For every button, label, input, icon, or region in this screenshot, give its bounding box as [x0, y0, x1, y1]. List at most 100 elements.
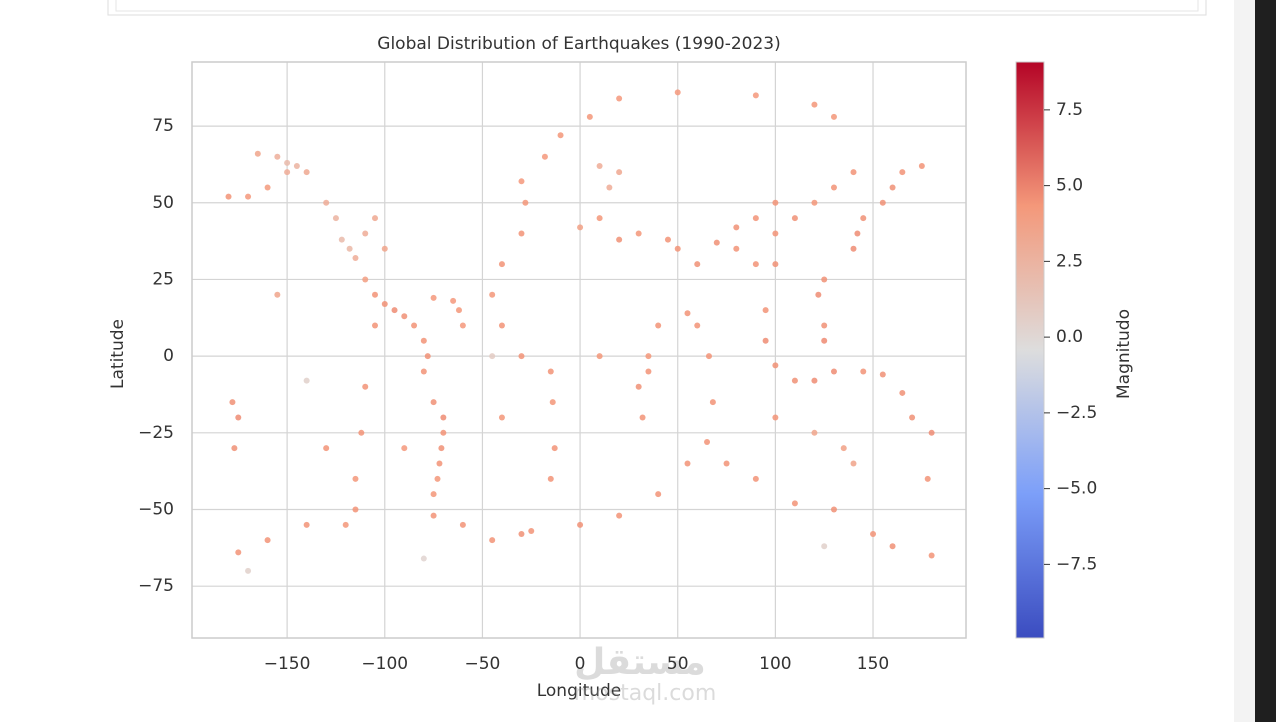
earthquake-point [791, 215, 798, 222]
earthquake-point [655, 322, 662, 329]
earthquake-point [430, 512, 437, 519]
earthquake-point [909, 414, 916, 421]
earthquake-point [245, 193, 252, 200]
earthquake-point [420, 555, 427, 562]
earthquake-point [811, 429, 818, 436]
earthquake-point [596, 215, 603, 222]
earthquake-point [434, 475, 441, 482]
side-panel [1255, 0, 1276, 722]
watermark: مستقل [574, 642, 706, 683]
earthquake-point [616, 95, 623, 102]
earthquake-point [430, 399, 437, 406]
earthquake-point [791, 377, 798, 384]
earthquake-point [438, 445, 445, 452]
earthquake-point [616, 512, 623, 519]
earthquake-point [924, 475, 931, 482]
earthquake-point [645, 353, 652, 360]
earthquake-point [772, 261, 779, 268]
earthquake-point [303, 169, 310, 176]
earthquake-point [411, 322, 418, 329]
previous-cell-inner [115, 0, 1199, 12]
plot-frame [191, 61, 967, 639]
earthquake-point [586, 113, 593, 120]
colorbar-label: Magnitudo [1114, 309, 1134, 399]
earthquake-point [821, 322, 828, 329]
earthquake-point [704, 439, 711, 446]
earthquake-point [381, 300, 388, 307]
colorbar-tick-label: 0.0 [1056, 327, 1083, 347]
earthquake-point [541, 153, 548, 160]
x-tick-label: −150 [264, 654, 311, 674]
earthquake-point [645, 368, 652, 375]
earthquake-point [830, 368, 837, 375]
earthquake-point [899, 169, 906, 176]
earthquake-point [791, 500, 798, 507]
y-tick-label: 50 [152, 193, 174, 213]
earthquake-point [830, 506, 837, 513]
earthquake-point [231, 445, 238, 452]
earthquake-point [577, 521, 584, 528]
scroll-gutter [1234, 0, 1255, 722]
earthquake-point [551, 445, 558, 452]
earthquake-point [235, 414, 242, 421]
earthquake-point [436, 460, 443, 467]
earthquake-point [635, 383, 642, 390]
earthquake-point [705, 353, 712, 360]
earthquake-point [235, 549, 242, 556]
earthquake-point [362, 276, 369, 283]
earthquake-point [821, 276, 828, 283]
earthquake-point [342, 521, 349, 528]
earthquake-point [772, 362, 779, 369]
earthquake-point [684, 460, 691, 467]
earthquake-point [522, 199, 529, 206]
earthquake-point [674, 245, 681, 252]
earthquake-point [752, 475, 759, 482]
earthquake-point [284, 169, 291, 176]
earthquake-point [338, 236, 345, 243]
earthquake-point [264, 537, 271, 544]
earthquake-point [518, 230, 525, 237]
earthquake-point [420, 368, 427, 375]
earthquake-point [440, 429, 447, 436]
earthquake-point [459, 322, 466, 329]
earthquake-point [694, 261, 701, 268]
earthquake-point [635, 230, 642, 237]
earthquake-point [815, 291, 822, 298]
earthquake-point [381, 245, 388, 252]
y-tick-label: 0 [163, 346, 174, 366]
colorbar-tick-label: −2.5 [1056, 403, 1097, 423]
earthquake-point [264, 184, 271, 191]
earthquake-point [547, 368, 554, 375]
earthquake-point [528, 527, 535, 534]
earthquake-point [346, 245, 353, 252]
earthquake-point [664, 236, 671, 243]
earthquake-point [274, 291, 281, 298]
earthquake-point [362, 230, 369, 237]
y-tick-label: −75 [138, 576, 174, 596]
x-axis-label: Longitude [537, 681, 622, 701]
chart-title: Global Distribution of Earthquakes (1990… [377, 34, 780, 54]
earthquake-point [772, 199, 779, 206]
y-tick-label: −25 [138, 423, 174, 443]
earthquake-point [352, 475, 359, 482]
earthquake-point [225, 193, 232, 200]
earthquake-point [372, 215, 379, 222]
earthquake-point [694, 322, 701, 329]
earthquake-point [245, 567, 252, 574]
x-tick-label: −100 [361, 654, 408, 674]
colorbar-tick-label: −7.5 [1056, 554, 1097, 574]
earthquake-point [879, 371, 886, 378]
earthquake-point [450, 297, 457, 304]
earthquake-point [518, 531, 525, 538]
earthquake-point [879, 199, 886, 206]
earthquake-point [362, 383, 369, 390]
earthquake-point [733, 245, 740, 252]
earthquake-point [459, 521, 466, 528]
earthquake-point [762, 307, 769, 314]
y-axis-label: Latitude [108, 319, 128, 389]
earthquake-point [596, 353, 603, 360]
earthquake-point [850, 169, 857, 176]
earthquake-point [870, 531, 877, 538]
earthquake-point [303, 521, 310, 528]
earthquake-point [274, 153, 281, 160]
